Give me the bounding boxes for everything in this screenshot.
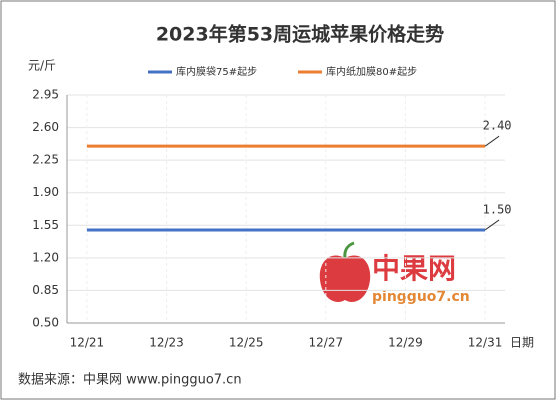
y-tick-label: 1.90 [32, 185, 59, 199]
y-tick-label: 0.85 [32, 283, 59, 297]
x-tick-label: 12/31 [468, 336, 503, 350]
apple-icon [319, 255, 371, 302]
x-tick-label: 12/25 [229, 336, 264, 350]
y-axis-label: 元/斤 [28, 59, 56, 73]
y-tick-label: 2.95 [32, 88, 59, 102]
label-leader [484, 219, 500, 231]
y-tick-label: 2.25 [32, 153, 59, 167]
data-label: 1.50 [483, 202, 512, 216]
legend-label: 库内纸加膜80#起步 [326, 65, 417, 78]
y-tick-label: 1.55 [32, 218, 59, 232]
apple-stem [343, 241, 355, 259]
y-tick-label: 1.20 [32, 250, 59, 264]
y-tick-label: 0.50 [32, 316, 59, 330]
label-leader [484, 135, 500, 147]
x-tick-label: 12/23 [149, 336, 184, 350]
x-tick-label: 12/29 [388, 336, 423, 350]
y-tick-label: 2.60 [32, 120, 59, 134]
source-note: 数据来源：中果网 www.pingguo7.cn [18, 373, 242, 388]
data-label: 2.40 [483, 119, 512, 133]
legend-label: 库内膜袋75#起步 [176, 65, 257, 78]
chart-title: 2023年第53周运城苹果价格走势 [156, 23, 444, 46]
x-tick-label: 12/21 [70, 336, 105, 350]
watermark-name: 中果网 [372, 252, 456, 285]
x-tick-label: 12/27 [309, 336, 344, 350]
watermark-url: pingguo7.cn [372, 289, 470, 305]
x-axis-label: 日期 [510, 336, 534, 350]
